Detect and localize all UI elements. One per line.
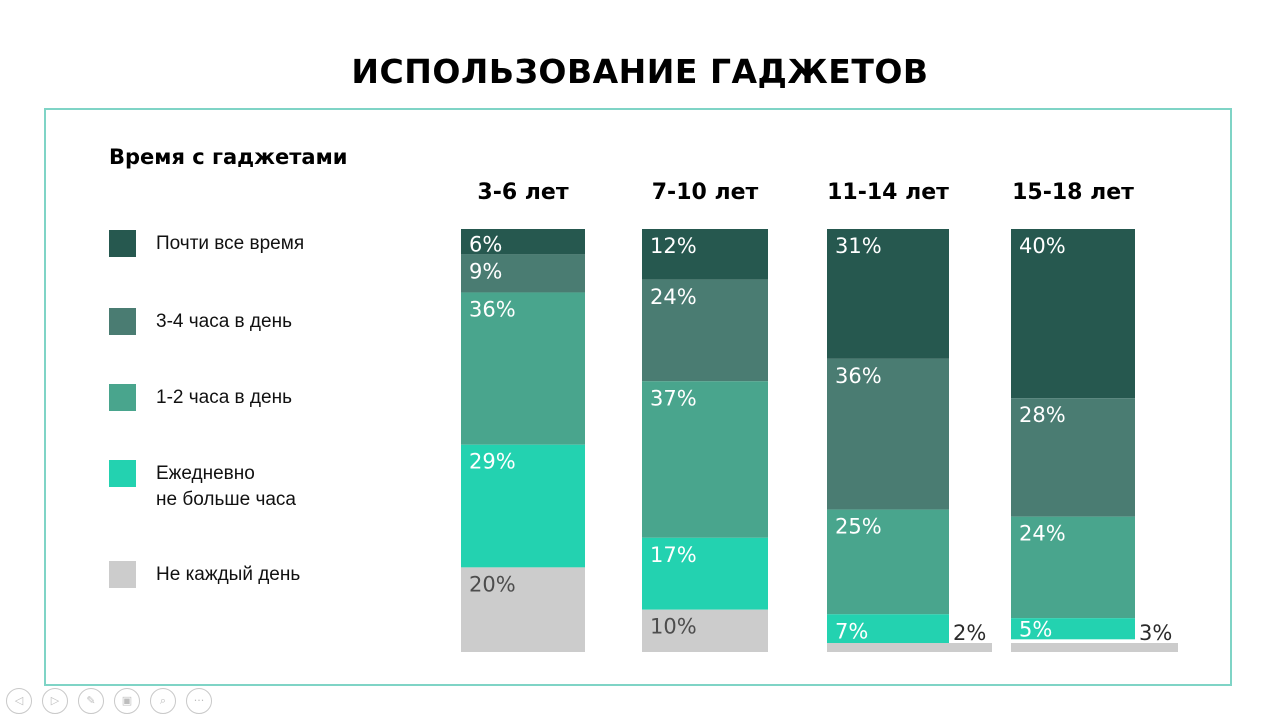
data-label-age-7-10-3-4-hours: 24% [650, 285, 697, 309]
data-label-age-7-10-almost-all-time: 12% [650, 234, 697, 258]
data-label-age-3-6-not-every-day: 20% [469, 572, 516, 596]
legend-label: 3-4 часа в день [156, 311, 292, 332]
data-label-age-11-14-almost-all-time: 31% [835, 234, 882, 258]
bar-segment-age-11-14-almost-all-time [827, 229, 949, 359]
prev-arrow-icon[interactable]: ◁ [6, 688, 32, 714]
bar-segment-age-7-10-3-4-hours [642, 279, 768, 382]
data-label-age-7-10-daily-under-hour: 17% [650, 543, 697, 567]
legend-title: Время с гаджетами [109, 145, 348, 169]
bar-segment-age-11-14-1-2-hours [827, 509, 949, 615]
bar-segment-age-3-6-daily-under-hour [461, 444, 585, 568]
more-icon[interactable]: ··· [186, 688, 212, 714]
next-arrow-icon[interactable]: ▷ [42, 688, 68, 714]
pen-icon[interactable]: ✎ [78, 688, 104, 714]
bar-segment-age-7-10-daily-under-hour [642, 537, 768, 610]
data-label-age-7-10-not-every-day: 10% [650, 615, 697, 639]
legend-swatch [109, 561, 136, 588]
bar-segment-age-11-14-daily-under-hour [827, 614, 949, 644]
data-label-age-11-14-1-2-hours: 25% [835, 515, 882, 539]
legend-label: Не каждый день [156, 564, 301, 585]
category-label-age-15-18: 15-18 лет [1012, 180, 1134, 205]
legend-swatch [109, 230, 136, 257]
legend-label: Ежедневно не больше часа [156, 463, 296, 510]
bar-segment-age-3-6-3-4-hours [461, 254, 585, 293]
data-label-age-3-6-almost-all-time: 6% [469, 232, 502, 256]
bar-segment-age-7-10-1-2-hours [642, 381, 768, 538]
bar-segment-age-15-18-almost-all-time [1011, 229, 1135, 399]
data-label-age-11-14-not-every-day: 2% [953, 621, 986, 645]
bar-segment-age-15-18-1-2-hours [1011, 516, 1135, 619]
legend-label: 1-2 часа в день [156, 387, 292, 408]
category-label-age-3-6: 3-6 лет [477, 180, 568, 205]
data-label-age-15-18-3-4-hours: 28% [1019, 403, 1066, 427]
category-label-age-11-14: 11-14 лет [827, 180, 949, 205]
bar-segment-age-11-14-3-4-hours [827, 358, 949, 510]
legend-label: Почти все время [156, 233, 305, 254]
chart-frame [44, 108, 1232, 686]
bar-segment-age-7-10-almost-all-time [642, 229, 768, 280]
slide-title: ИСПОЛЬЗОВАНИЕ ГАДЖЕТОВ [351, 52, 929, 91]
zoom-icon[interactable]: ⌕ [150, 688, 176, 714]
data-label-age-15-18-daily-under-hour: 5% [1019, 617, 1052, 641]
category-label-age-7-10: 7-10 лет [652, 180, 759, 205]
data-label-age-11-14-daily-under-hour: 7% [835, 619, 868, 643]
legend-swatch [109, 460, 136, 487]
data-label-age-3-6-3-4-hours: 9% [469, 259, 502, 283]
data-label-age-7-10-1-2-hours: 37% [650, 386, 697, 410]
bar-segment-age-11-14-not-every-day [827, 643, 992, 652]
data-label-age-3-6-1-2-hours: 36% [469, 297, 516, 321]
bar-segment-age-15-18-3-4-hours [1011, 398, 1135, 517]
data-label-age-15-18-almost-all-time: 40% [1019, 234, 1066, 258]
bar-segment-age-15-18-not-every-day [1011, 643, 1178, 652]
bar-segment-age-15-18-daily-under-hour [1011, 618, 1135, 640]
bar-segment-age-3-6-not-every-day [461, 567, 585, 652]
slides-icon[interactable]: ▣ [114, 688, 140, 714]
data-label-age-15-18-1-2-hours: 24% [1019, 522, 1066, 546]
bar-segment-age-3-6-1-2-hours [461, 292, 585, 445]
data-label-age-15-18-not-every-day: 3% [1139, 621, 1172, 645]
bar-segment-age-3-6-almost-all-time [461, 229, 585, 255]
data-label-age-11-14-3-4-hours: 36% [835, 364, 882, 388]
data-label-age-3-6-daily-under-hour: 29% [469, 450, 516, 474]
legend-swatch [109, 384, 136, 411]
bar-segment-age-7-10-not-every-day [642, 609, 768, 652]
legend-swatch [109, 308, 136, 335]
